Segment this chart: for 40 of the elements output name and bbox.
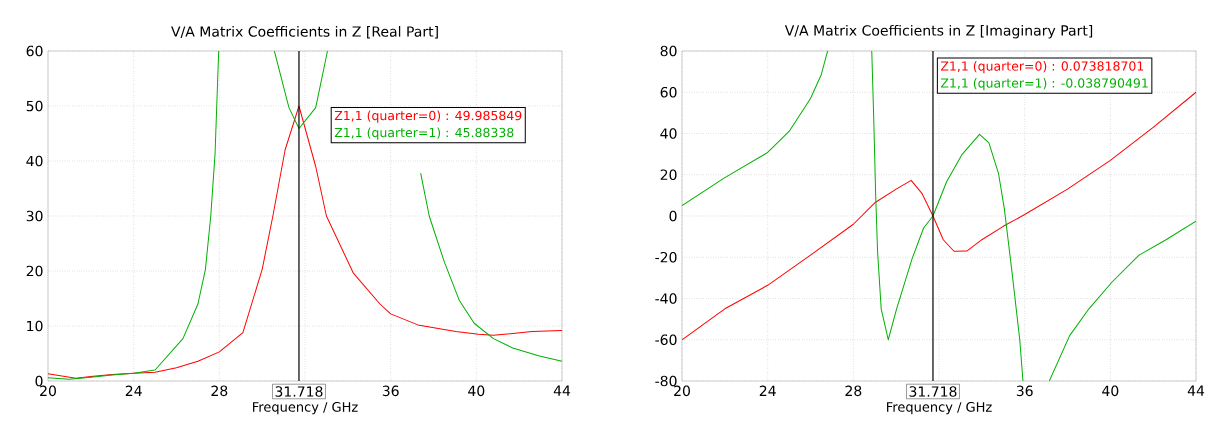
y-tick-label: 20 [26, 265, 43, 277]
ref-line-label: 31.718 [275, 386, 323, 397]
y-tick-label: 0 [35, 375, 43, 387]
x-tick-label: 40 [1102, 385, 1119, 397]
ref-line-label: 31.718 [909, 386, 957, 397]
x-tick-label: 36 [382, 385, 399, 397]
annotation: Z1,1 (quarter=1) : -0.038790491 [940, 78, 1148, 91]
x-tick-label: 20 [40, 385, 56, 397]
line-series [48, 105, 563, 379]
y-tick-label: 60 [660, 86, 677, 98]
y-tick-label: 60 [26, 45, 43, 57]
annotation: Z1,1 (quarter=0) : 0.073818701 [940, 61, 1144, 74]
line-series [682, 91, 1197, 341]
chart-title: V/A Matrix Coefficients in Z [Imaginary Part] [784, 24, 1093, 39]
annotation: Z1,1 (quarter=0) : 49.985849 [334, 110, 522, 123]
y-tick-label: 40 [26, 155, 43, 167]
x-tick-label: 36 [1016, 385, 1033, 397]
annotation: Z1,1 (quarter=1) : 45.88338 [334, 127, 514, 140]
y-tick-label: 0 [669, 210, 677, 222]
y-tick-label: -80 [655, 375, 677, 387]
y-tick-label: 30 [26, 210, 43, 222]
x-axis-title: Frequency / GHz [253, 401, 358, 415]
y-tick-label: 80 [660, 45, 677, 57]
x-tick-label: 44 [553, 385, 571, 396]
y-tick-label: 50 [26, 100, 43, 112]
x-axis-title: Frequency / GHz [887, 401, 992, 415]
x-tick-label: 40 [468, 385, 485, 397]
x-tick-label: 24 [125, 385, 142, 396]
x-tick-label: 44 [1187, 385, 1205, 396]
y-tick-label: 40 [660, 128, 677, 139]
y-tick-label: -20 [655, 251, 677, 263]
y-tick-label: 10 [27, 320, 43, 332]
y-tick-label: -40 [655, 293, 677, 304]
x-tick-label: 28 [845, 385, 862, 397]
x-tick-label: 28 [211, 385, 228, 397]
chart-title: V/A Matrix Coefficients in Z [Real Part] [171, 25, 438, 39]
x-tick-label: 20 [674, 385, 690, 397]
y-tick-label: -60 [655, 334, 677, 346]
y-tick-label: 20 [660, 169, 677, 181]
x-tick-label: 24 [759, 385, 776, 396]
